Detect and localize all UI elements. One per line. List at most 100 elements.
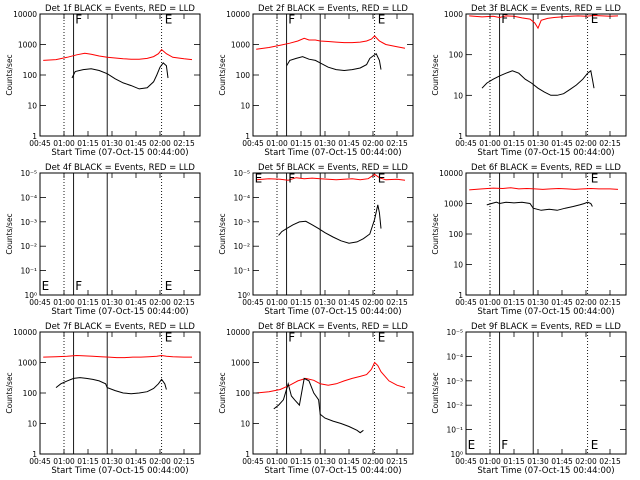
lld-series-line [43,48,193,61]
x-tick-label: 01:15 [290,139,312,148]
x-tick-label: 01:15 [77,457,99,466]
x-tick-label: 02:15 [599,298,621,307]
x-tick-label: 01:30 [314,298,336,307]
y-tick-label: 100 [236,389,251,398]
flag-letter: E [591,12,599,26]
x-tick-label: 01:30 [314,457,336,466]
x-tick-label: 02:00 [362,457,384,466]
x-axis-label: Start Time (07-Oct-15 00:44:00) [477,148,614,158]
x-tick-label: 02:15 [599,139,621,148]
y-tick-label: 10⁻² [20,242,37,251]
y-tick-label: 1000 [231,359,250,368]
flag-letter: F [288,13,295,27]
y-tick-label: 10 [27,102,37,111]
x-tick-label: 01:15 [77,139,99,148]
x-tick-label: 00:45 [242,457,264,466]
chart-title: Det 1f BLACK = Events, RED = LLD [45,4,195,14]
x-tick-label: 01:45 [551,457,573,466]
y-tick-label: 10⁻⁵ [233,169,250,178]
events-series-line [55,377,167,395]
chart-title: Det 7f BLACK = Events, RED = LLD [45,322,195,332]
y-tick-label: 1 [458,132,463,141]
lld-series-line [469,14,619,30]
x-tick-label: 01:45 [551,139,573,148]
y-tick-label: 10000 [13,328,37,337]
axes-frame [465,13,627,137]
x-tick-label: 02:15 [173,139,195,148]
y-axis-label: Counts/sec [5,54,14,95]
axes-frame [252,172,414,296]
y-tick-label: 100 [449,230,464,239]
axes-frame [39,172,201,296]
flag-letter: E [165,13,173,27]
y-tick-label: 10⁻⁴ [233,193,250,202]
x-tick-label: 02:00 [362,298,384,307]
x-tick-label: 01:45 [551,298,573,307]
x-axis-label: Start Time (07-Oct-15 00:44:00) [264,466,401,476]
flag-letter: E [42,279,50,293]
events-series-line [71,62,169,90]
y-axis-label: Counts/sec [431,372,440,413]
x-tick-label: 02:15 [386,298,408,307]
x-axis-label: Start Time (07-Oct-15 00:44:00) [264,307,401,317]
y-tick-label: 1 [32,132,37,141]
y-tick-label: 10⁻¹ [233,267,250,276]
x-tick-label: 01:00 [479,139,501,148]
x-tick-label: 01:45 [338,298,360,307]
x-tick-label: 01:30 [101,457,123,466]
chart-title: Det 3f BLACK = Events, RED = LLD [471,4,621,14]
y-tick-label: 10⁰ [237,291,250,300]
chart-panel-4: Det 4f BLACK = Events, RED = LLD E F E 10⁰ 10… [5,163,201,317]
y-tick-label: 100 [23,71,38,80]
x-tick-label: 01:15 [290,298,312,307]
x-tick-label: 02:00 [575,139,597,148]
flag-letter: E [165,331,173,345]
y-tick-label: 10 [240,420,250,429]
x-tick-label: 01:00 [266,139,288,148]
y-axis-label: Counts/sec [431,213,440,254]
x-axis-label: Start Time (07-Oct-15 00:44:00) [264,148,401,158]
x-tick-label: 02:00 [149,139,171,148]
y-tick-label: 10⁻⁵ [20,169,37,178]
x-tick-label: 01:15 [290,457,312,466]
events-series-line [273,377,364,434]
flag-letter: E [378,13,386,27]
y-tick-label: 10⁻² [446,401,463,410]
x-tick-label: 02:00 [575,298,597,307]
flag-letter: F [75,13,82,27]
x-tick-label: 01:30 [527,139,549,148]
flag-letter: F [501,12,508,26]
y-tick-label: 10⁻⁴ [20,193,37,202]
y-tick-label: 10⁻⁵ [446,328,463,337]
x-tick-label: 00:45 [242,139,264,148]
events-series-line [286,52,382,72]
events-series-line [278,204,382,244]
y-tick-label: 10⁻¹ [446,426,463,435]
y-tick-label: 10000 [226,10,250,19]
y-tick-label: 10⁰ [450,450,463,459]
x-tick-label: 02:00 [149,457,171,466]
x-tick-label: 01:45 [125,457,147,466]
y-tick-label: 100 [236,71,251,80]
flag-letter: F [75,279,82,293]
x-axis-label: Start Time (07-Oct-15 00:44:00) [477,307,614,317]
y-tick-label: 10000 [439,169,463,178]
x-tick-label: 01:15 [77,298,99,307]
flag-letter: E [468,438,476,452]
y-tick-label: 10⁻³ [446,377,463,386]
x-tick-label: 01:00 [266,457,288,466]
flag-letter: F [288,331,295,345]
y-tick-label: 10⁻³ [20,218,37,227]
y-tick-label: 1 [458,291,463,300]
x-tick-label: 02:15 [386,457,408,466]
x-tick-label: 01:00 [53,139,75,148]
y-tick-label: 1000 [444,200,463,209]
events-series-line [486,201,593,211]
y-tick-label: 10⁻¹ [20,267,37,276]
